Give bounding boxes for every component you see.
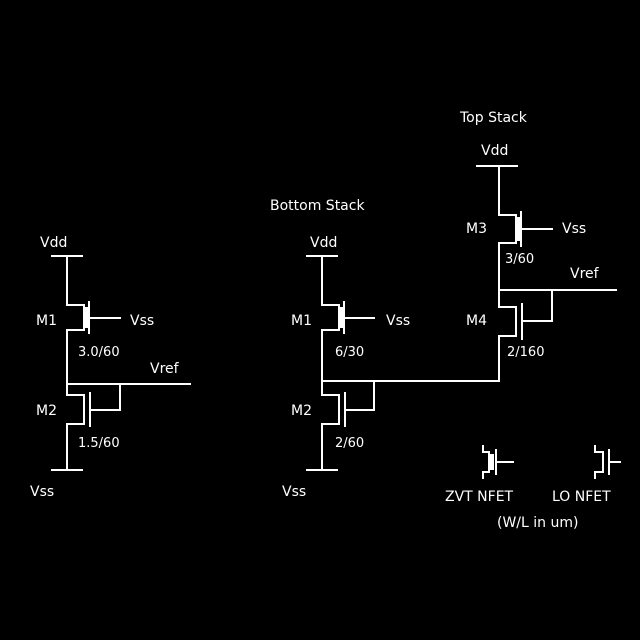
top-m3-transistor xyxy=(498,211,553,247)
bottom-stack-circuit: Bottom Stack Vdd M1 Vss 6/30 M2 2/60 Vss xyxy=(270,198,500,500)
top-stack-circuit: Top Stack Vdd M3 Vss 3/60 Vref M4 2/160 xyxy=(459,110,617,382)
left-circuit: Vdd M1 Vss 3.0/60 Vref M2 1.5/60 Vss xyxy=(30,235,191,500)
top-m4-gate-wire xyxy=(521,289,553,322)
top-m4-channel xyxy=(498,306,517,337)
bottom-m2-transistor xyxy=(321,380,375,427)
legend: ZVT NFET LO NFET (W/L in um) xyxy=(445,445,621,531)
top-m3-channel xyxy=(498,214,517,244)
top-stack-title: Top Stack xyxy=(459,110,528,126)
left-m1-size: 3.0/60 xyxy=(78,345,120,360)
left-m1-transistor xyxy=(66,301,121,334)
left-vdd-label: Vdd xyxy=(40,235,67,251)
left-vss-label: Vss xyxy=(30,484,54,500)
bottom-m1-zvt-mark xyxy=(339,307,344,328)
left-m2-size: 1.5/60 xyxy=(78,436,120,451)
bottom-vdd-label: Vdd xyxy=(310,235,337,251)
top-vdd-label: Vdd xyxy=(481,143,508,159)
bottom-vss-label: Vss xyxy=(282,484,306,500)
top-m4-size: 2/160 xyxy=(507,345,544,360)
top-m3-label: M3 xyxy=(466,221,487,237)
bottom-m1-label: M1 xyxy=(291,313,312,329)
bottom-m1-size: 6/30 xyxy=(335,345,364,360)
top-m3-gate-label: Vss xyxy=(562,221,586,237)
left-vref-label: Vref xyxy=(150,361,180,377)
left-m2-gate-wire xyxy=(89,383,121,411)
legend-zvt-label: ZVT NFET xyxy=(445,489,514,505)
bottom-m1-gate-label: Vss xyxy=(386,313,410,329)
top-vref-label: Vref xyxy=(570,266,600,282)
bottom-m2-size: 2/60 xyxy=(335,436,364,451)
top-m4-label: M4 xyxy=(466,313,487,329)
legend-lo-label: LO NFET xyxy=(552,489,611,505)
left-m1-gate-label: Vss xyxy=(130,313,154,329)
top-m3-size: 3/60 xyxy=(505,252,534,267)
bottom-stack-title: Bottom Stack xyxy=(270,198,365,214)
bottom-m1-transistor xyxy=(321,301,375,334)
left-m2-channel xyxy=(66,394,85,425)
lo-nfet-symbol xyxy=(594,445,621,479)
left-m1-zvt-mark xyxy=(84,307,89,328)
left-m1-channel xyxy=(66,304,85,331)
bottom-m2-label: M2 xyxy=(291,403,312,419)
top-m4-transistor xyxy=(498,289,553,340)
left-m1-label: M1 xyxy=(36,313,57,329)
bottom-m2-channel xyxy=(321,394,340,425)
zvt-symbol-channel xyxy=(482,445,490,479)
legend-units-label: (W/L in um) xyxy=(497,515,578,531)
lo-symbol-channel xyxy=(594,445,604,479)
bottom-m2-gate-wire xyxy=(344,380,375,411)
zvt-nfet-symbol xyxy=(482,445,514,479)
left-m2-transistor xyxy=(66,383,121,427)
bottom-m1-channel xyxy=(321,304,340,331)
top-m3-zvt-mark xyxy=(516,217,521,241)
left-m2-label: M2 xyxy=(36,403,57,419)
zvt-symbol-mark xyxy=(489,454,494,470)
